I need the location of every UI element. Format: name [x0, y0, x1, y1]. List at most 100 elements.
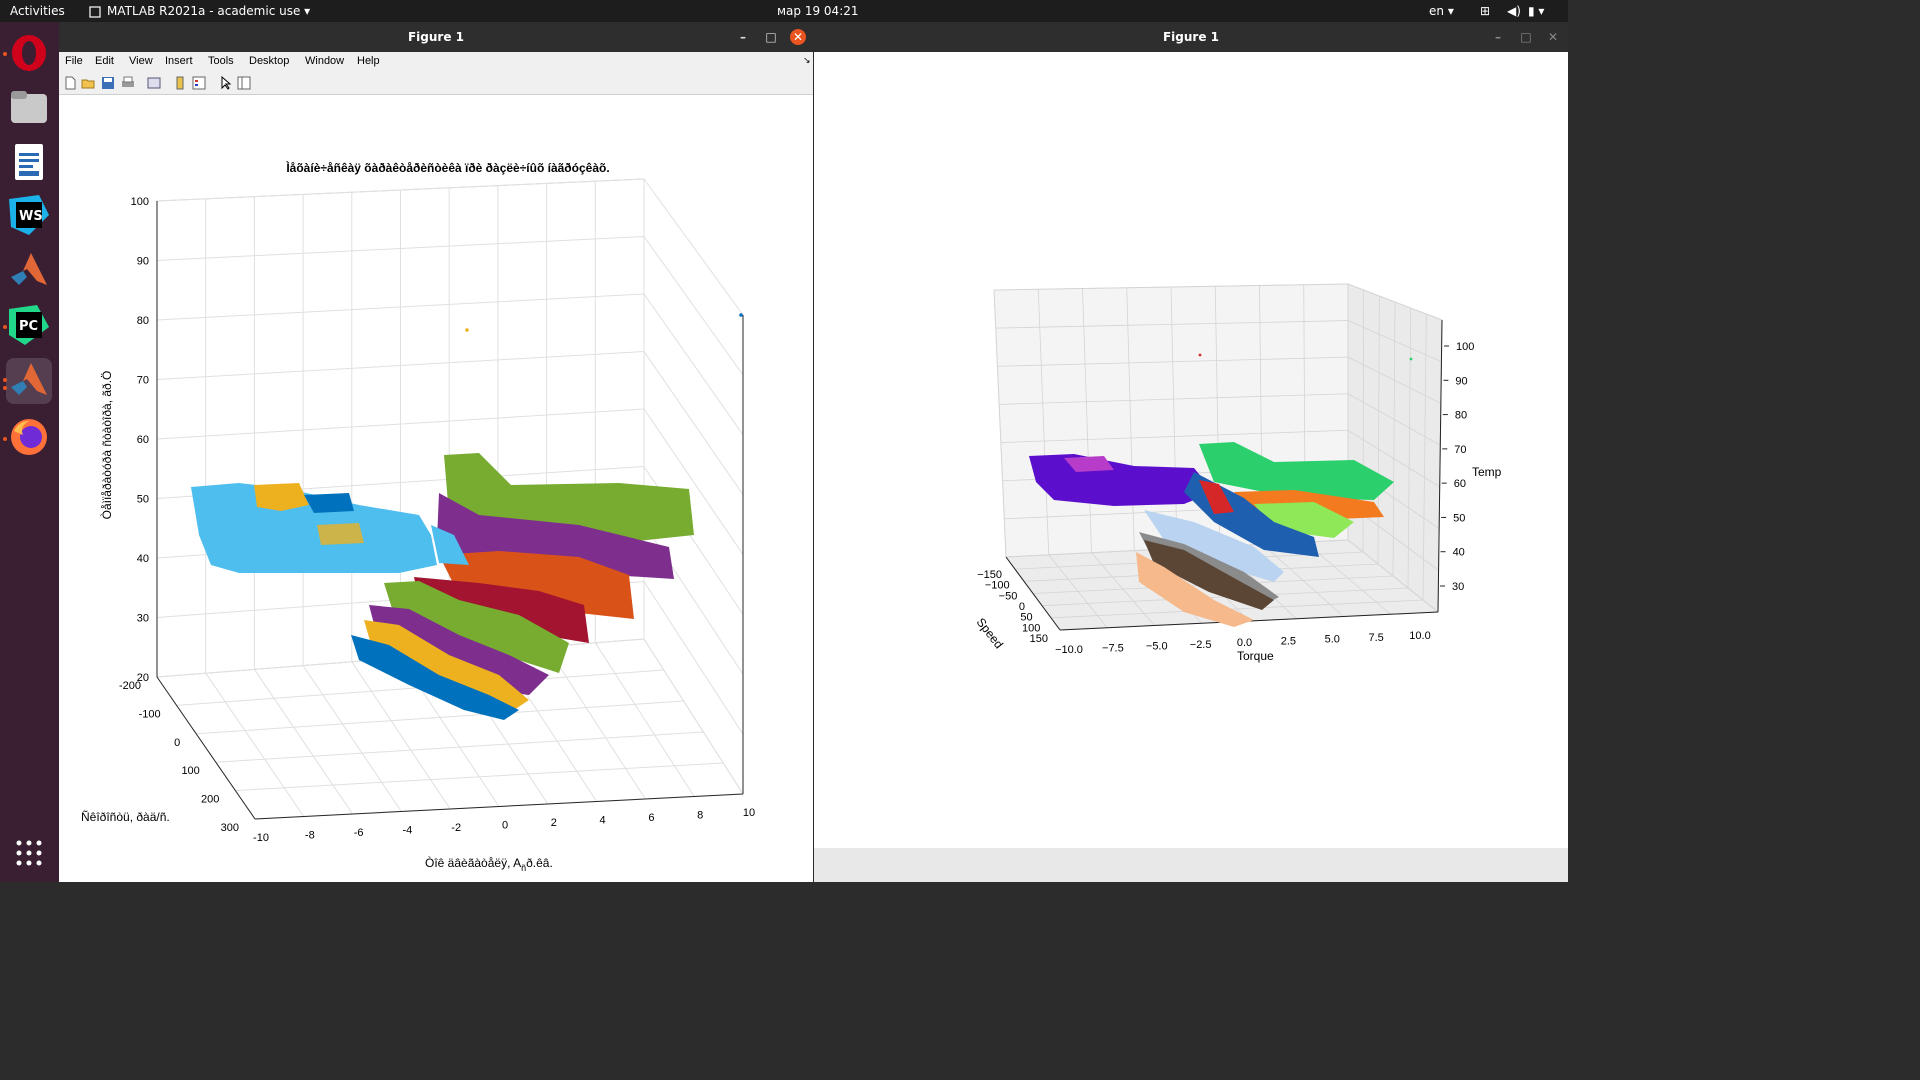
- dock: WS PC: [0, 22, 59, 882]
- opera-icon[interactable]: [6, 30, 52, 76]
- close-button[interactable]: ✕: [1547, 30, 1559, 44]
- menu-file[interactable]: File: [65, 55, 83, 67]
- gridline: [1000, 429, 1349, 443]
- x-tick-label: 10: [743, 807, 755, 819]
- menu-view[interactable]: View: [129, 55, 153, 67]
- z-tick-label: 70: [137, 375, 149, 387]
- x-tick-label: 7.5: [1368, 632, 1383, 644]
- x-axis-ticks: -10 -8 -6 -4 -2 0 2 4 6 8 10: [253, 807, 755, 844]
- property-inspector-icon[interactable]: [237, 76, 251, 90]
- gridline: [993, 289, 1007, 558]
- menu-edit[interactable]: Edit: [95, 55, 114, 67]
- z-tick-label: 100: [131, 196, 149, 208]
- y-tick-label: 100: [181, 765, 199, 777]
- x-axis-label-main: Òîê äâèãàòåëÿ, A: [425, 855, 521, 870]
- z-axis-line: [1437, 319, 1443, 613]
- y-axis-line: [156, 676, 256, 820]
- menu-desktop[interactable]: Desktop: [249, 55, 290, 67]
- gridline: [196, 700, 684, 735]
- svg-text:WS: WS: [19, 209, 43, 224]
- window-titlebar[interactable]: Figure 1 – □ ✕: [59, 22, 813, 52]
- battery-icon[interactable]: ▮ ▾: [1528, 4, 1545, 18]
- menu-insert[interactable]: Insert: [165, 55, 193, 67]
- minimize-button[interactable]: –: [740, 30, 746, 44]
- apps-grid-icon[interactable]: [6, 830, 52, 876]
- colorbar-icon[interactable]: [173, 76, 187, 90]
- figure-toolbar: [59, 72, 813, 95]
- z-tick-label: 60: [137, 434, 149, 446]
- writer-icon[interactable]: [6, 139, 52, 185]
- running-indicator: [3, 378, 7, 382]
- y-tick-label: −100: [985, 580, 1010, 592]
- y-tick-label: 300: [221, 822, 239, 834]
- maximize-button[interactable]: □: [765, 30, 777, 44]
- link-plot-icon[interactable]: [147, 76, 161, 90]
- firefox-icon[interactable]: [6, 414, 52, 460]
- x-tick-label: 0: [502, 820, 508, 832]
- cluster-red: [1199, 480, 1234, 514]
- activities-button[interactable]: Activities: [10, 4, 65, 18]
- y-axis-label: Ñêîðîñòü, ðàä/ñ.: [81, 810, 170, 824]
- outlier-point: [1409, 357, 1413, 361]
- y-tick-label: -200: [119, 680, 141, 692]
- x-axis-label-sub: ñ: [521, 863, 526, 873]
- z-tick-label: 60: [1454, 478, 1466, 490]
- cluster-magenta: [1064, 456, 1114, 472]
- window-title: Figure 1: [407, 30, 465, 44]
- y-tick-label: 200: [201, 794, 219, 806]
- menu-tools[interactable]: Tools: [208, 55, 234, 67]
- cluster-green-low: [384, 581, 569, 673]
- menu-window[interactable]: Window: [305, 55, 345, 67]
- x-axis-label: Òîê äâèãàòåëÿ, Añð.êâ.: [425, 855, 553, 873]
- plot-area-left: Ìåõàíè÷åñêàÿ õàðàêòåðèñòèêà ïðè ðàçëè÷íû…: [59, 95, 813, 882]
- x-axis-ticks: −10.0 −7.5 −5.0 −2.5 0.0 2.5 5.0 7.5 10.0: [1055, 630, 1431, 656]
- x-tick-label: 2.5: [1281, 635, 1296, 647]
- x-tick-label: −5.0: [1146, 641, 1168, 653]
- pycharm-icon[interactable]: PC: [6, 302, 52, 348]
- matlab-icon[interactable]: [6, 248, 52, 294]
- edit-plot-icon[interactable]: [219, 76, 233, 90]
- language-indicator[interactable]: en ▾: [1429, 4, 1454, 18]
- new-figure-icon[interactable]: [63, 76, 77, 90]
- gridline: [594, 642, 695, 797]
- z-tick-label: 40: [137, 553, 149, 565]
- y-tick-label: -100: [139, 708, 161, 720]
- menu-help[interactable]: Help: [357, 55, 380, 67]
- gridline: [1170, 286, 1178, 549]
- save-icon[interactable]: [101, 76, 115, 90]
- open-file-icon[interactable]: [81, 76, 95, 90]
- matlab-running-icon[interactable]: [6, 358, 52, 404]
- x-tick-label: -2: [451, 822, 461, 834]
- matplotlib-figure-window: Figure 1 – □ ✕ 100 90 80 70 60 50 40 30 −150 −10…: [814, 22, 1568, 882]
- maximize-button[interactable]: □: [1520, 30, 1532, 44]
- plot-area-right: 100 90 80 70 60 50 40 30 −150 −100 −50 0 50 100 150 −…: [814, 52, 1568, 848]
- dock-figure-icon[interactable]: ↘: [803, 55, 811, 65]
- x-tick-label: −7.5: [1102, 642, 1124, 654]
- cluster-red: [414, 577, 589, 643]
- cluster-blue-top: [304, 493, 354, 513]
- print-icon[interactable]: [121, 76, 135, 90]
- app-menu-button[interactable]: MATLAB R2021a - academic use ▾: [107, 4, 311, 18]
- scatter-clusters: [1029, 353, 1413, 627]
- legend-icon[interactable]: [192, 76, 206, 90]
- cluster-blue-low: [351, 635, 519, 720]
- y-axis-line: [1005, 556, 1061, 631]
- network-icon[interactable]: ⊞: [1480, 4, 1491, 18]
- cluster-cyan-wedge: [431, 525, 469, 565]
- x-tick-label: 0.0: [1237, 637, 1252, 649]
- gridline: [643, 581, 744, 735]
- x-tick-label: -8: [305, 830, 315, 842]
- menu-bar: File Edit View Insert Tools Desktop Wind…: [59, 52, 813, 72]
- clock[interactable]: мар 19 04:21: [777, 4, 859, 18]
- z-tick-label: 50: [137, 494, 149, 506]
- gridline: [643, 638, 744, 795]
- cluster-purple-low: [369, 605, 549, 695]
- webstorm-icon[interactable]: WS: [6, 192, 52, 238]
- files-icon[interactable]: [6, 84, 52, 130]
- window-titlebar[interactable]: Figure 1 – □ ✕: [814, 22, 1568, 52]
- plot-title: Ìåõàíè÷åñêàÿ õàðàêòåðèñòèêà ïðè ðàçëè÷íû…: [285, 160, 609, 175]
- close-button[interactable]: ✕: [790, 29, 806, 45]
- volume-icon[interactable]: ◀): [1507, 4, 1521, 18]
- minimize-button[interactable]: –: [1495, 30, 1501, 44]
- outlier-point: [465, 328, 469, 332]
